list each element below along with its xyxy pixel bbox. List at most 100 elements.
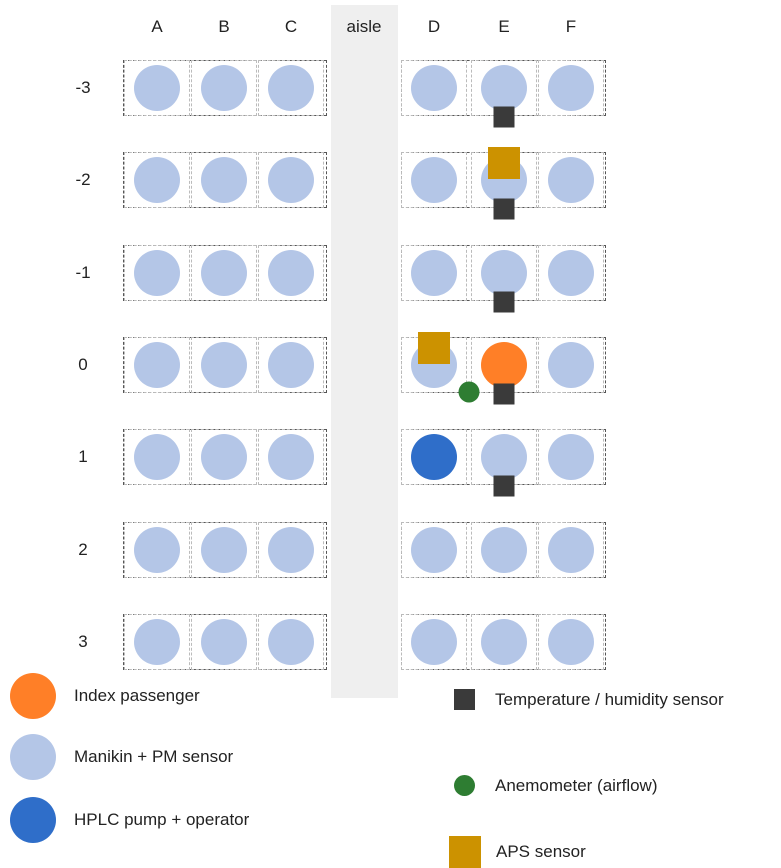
manikin-seat-fm1: [548, 249, 594, 296]
seat-box: [124, 613, 190, 670]
seat-box: [191, 336, 257, 393]
manikin-seat-am2: [134, 157, 180, 204]
row-label: 2: [78, 539, 88, 559]
seat-box: [124, 244, 190, 301]
seat-box: [538, 244, 604, 301]
seat-box: [538, 152, 604, 209]
column-label-c: C: [284, 17, 298, 36]
seat-box: [191, 521, 257, 578]
manikin-seat-f3: [548, 618, 594, 665]
manikin-seat-dm2: [411, 157, 457, 204]
temperature-humidity-sensor: [493, 198, 515, 220]
manikin-seat-a3: [134, 618, 180, 665]
manikin-seat-dm3: [411, 65, 457, 111]
legend-aps-label: APS sensor: [496, 842, 586, 861]
manikin-seat-bm3: [201, 65, 247, 111]
manikin-seat-c1: [268, 434, 314, 481]
seat-box: [401, 429, 467, 486]
legend-index-passenger: Index passenger: [10, 673, 200, 719]
column-label-f: F: [565, 17, 577, 36]
column-label-a: A: [151, 17, 163, 36]
seat-box: [258, 152, 324, 209]
manikin-seat-fm2: [548, 157, 594, 204]
manikin-seat-cm3: [268, 65, 314, 111]
manikin-icon: [10, 734, 56, 780]
seat-box: [191, 429, 257, 486]
seat-box: [124, 336, 190, 393]
manikin-seat-f0: [548, 341, 594, 388]
seat-box: [258, 244, 324, 301]
manikin-seat-b2: [201, 526, 247, 573]
manikin-seat-fm3: [548, 65, 594, 111]
manikin-seat-d2: [411, 526, 457, 573]
anemometer: [458, 381, 480, 403]
seat-box: [538, 60, 604, 116]
hplc-pump-seat-d1: [411, 434, 457, 481]
aps-sensor: [488, 147, 520, 180]
seat-box: [258, 429, 324, 486]
seat-box: [258, 613, 324, 670]
row-label: -2: [75, 170, 91, 190]
seat-box: [401, 244, 467, 301]
seat-box: [401, 613, 467, 670]
temperature-humidity-sensor: [493, 106, 515, 128]
hplc-pump-icon: [10, 797, 56, 843]
seat-box: [401, 152, 467, 209]
manikin-seat-b3: [201, 618, 247, 665]
aisle-label: aisle: [346, 17, 382, 36]
manikin-seat-c0: [268, 341, 314, 388]
seat-box: [538, 336, 604, 393]
temperature-humidity-sensor-icon: [454, 689, 475, 710]
seat-box: [258, 336, 324, 393]
manikin-seat-b1: [201, 434, 247, 481]
seat-box: [258, 60, 324, 116]
legend-th-sensor: Temperature / humidity sensor: [454, 689, 724, 710]
seat-box: [191, 613, 257, 670]
temperature-humidity-sensor: [493, 383, 515, 405]
seat-box: [471, 521, 537, 578]
anemometer-icon: [454, 775, 475, 796]
seat-box: [124, 60, 190, 116]
aps-sensor: [418, 331, 450, 364]
column-label-e: E: [498, 17, 510, 36]
aps-sensor-icon: [449, 836, 481, 868]
seat-box: [124, 521, 190, 578]
seat-box: [471, 613, 537, 670]
seat-box: [538, 613, 604, 670]
manikin-seat-a2: [134, 526, 180, 573]
temperature-humidity-sensor: [493, 291, 515, 313]
manikin-seat-e1: [481, 434, 527, 481]
seat-box: [191, 244, 257, 301]
manikin-seat-bm2: [201, 157, 247, 204]
legend-index-passenger-label: Index passenger: [74, 686, 200, 705]
seat-box: [191, 60, 257, 116]
manikin-seat-dm1: [411, 249, 457, 296]
legend-manikin-label: Manikin + PM sensor: [74, 747, 234, 766]
row-label: 1: [78, 447, 88, 467]
seat-box: [538, 521, 604, 578]
legend-th-sensor-label: Temperature / humidity sensor: [495, 689, 724, 709]
legend-anemometer: Anemometer (airflow): [454, 775, 658, 796]
legend-hplc: HPLC pump + operator: [10, 797, 249, 843]
legend-manikin: Manikin + PM sensor: [10, 734, 233, 780]
legend-aps: APS sensor: [449, 836, 586, 868]
seat-box: [401, 60, 467, 116]
manikin-seat-c3: [268, 618, 314, 665]
index-passenger-icon: [10, 673, 56, 719]
manikin-seat-cm1: [268, 249, 314, 296]
seat-box: [538, 429, 604, 486]
manikin-seat-c2: [268, 526, 314, 573]
manikin-seat-b0: [201, 341, 247, 388]
manikin-seat-am3: [134, 65, 180, 111]
row-label: -3: [75, 78, 91, 97]
manikin-seat-em3: [481, 65, 527, 111]
manikin-seat-f1: [548, 434, 594, 481]
manikin-seat-bm1: [201, 249, 247, 296]
column-label-d: D: [427, 17, 441, 36]
row-label: 0: [78, 354, 88, 374]
manikin-seat-am1: [134, 249, 180, 296]
manikin-seat-e3: [481, 618, 527, 665]
seat-box: [401, 521, 467, 578]
row-label: 3: [78, 631, 88, 651]
